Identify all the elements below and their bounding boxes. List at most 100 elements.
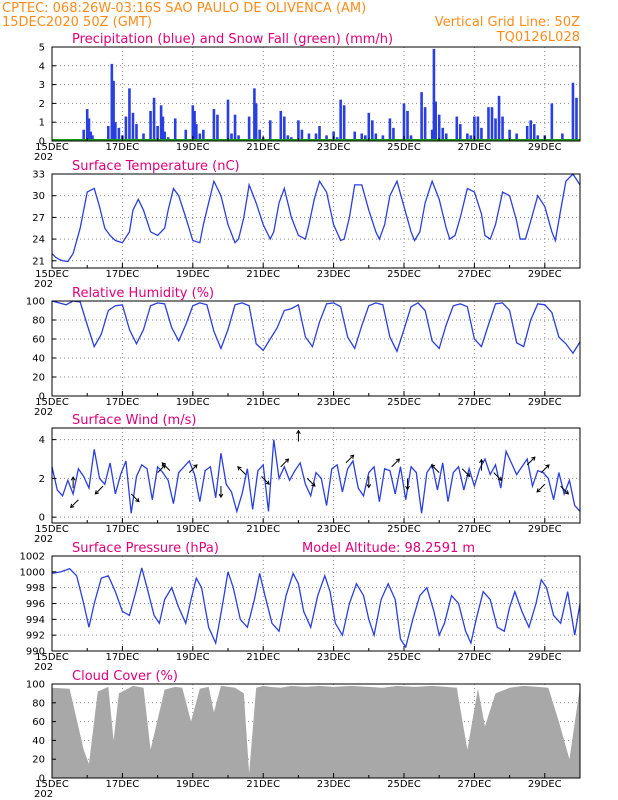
wind-arrow-head	[296, 429, 301, 434]
wind-arrow-head	[70, 476, 76, 481]
precip-bar	[374, 133, 378, 141]
y-tick-label: 0	[39, 137, 45, 148]
precip-bar	[406, 110, 409, 141]
header-grid-note: Vertical Grid Line: 50Z	[435, 15, 580, 30]
precip-bar	[420, 92, 423, 141]
wind-arrow-head	[349, 454, 355, 459]
precip-bar	[459, 124, 462, 141]
precip-bar	[117, 127, 121, 141]
panel-title: Surface Wind (m/s)	[72, 413, 196, 428]
panel-title: Cloud Cover (%)	[72, 669, 178, 684]
wind-arrow-head	[135, 497, 140, 503]
precip-bar	[193, 110, 196, 141]
wind-arrow	[130, 493, 140, 503]
precip-bar	[490, 107, 494, 141]
wind-arrow-head	[395, 458, 401, 463]
panel-wind: 0 2 4 15DEC 17DEC 19DEC 21DEC 23DEC 25DEC 27DEC 29…	[34, 413, 581, 545]
y-tick-label: 40	[32, 736, 45, 747]
wind-arrow	[366, 476, 372, 489]
precip-bar	[85, 109, 89, 141]
series-line	[51, 439, 581, 514]
header-code: TQ0126L028	[496, 30, 580, 45]
x-tick-label: 29DEC	[528, 269, 562, 280]
wind-arrow-head	[94, 490, 100, 495]
wind-arrow	[391, 458, 401, 468]
wind-arrow-shaft	[431, 464, 440, 473]
precip-bar	[156, 125, 159, 141]
x-axis-year-stub: 202	[34, 407, 53, 418]
x-tick-label: 29DEC	[528, 397, 562, 408]
y-tick-label: 27	[32, 213, 45, 224]
y-tick-label: 100	[26, 680, 45, 691]
precip-bar	[107, 125, 110, 141]
precip-bar	[494, 118, 497, 141]
y-tick-label: 5	[39, 43, 45, 54]
wind-arrow-shaft	[237, 466, 246, 475]
precip-bar	[216, 114, 219, 141]
wind-arrow-head	[405, 485, 410, 491]
precip-bar	[283, 116, 286, 141]
precip-bar	[297, 120, 300, 141]
precip-bar	[353, 131, 357, 141]
wind-arrow-shaft	[461, 468, 471, 477]
panel-frame	[51, 300, 581, 397]
precip-bar	[230, 133, 233, 141]
x-tick-label: 27DEC	[458, 269, 492, 280]
wind-arrow	[306, 478, 316, 487]
y-tick-label: 4	[39, 61, 45, 72]
precip-bar	[258, 129, 261, 141]
precip-bar	[237, 135, 240, 141]
x-tick-label: 23DEC	[317, 779, 351, 790]
precip-bar	[300, 129, 304, 141]
x-tick-label: 25DEC	[387, 142, 421, 153]
precip-bar	[112, 80, 115, 141]
precip-bar	[469, 135, 473, 141]
x-tick-label: 15DEC	[35, 779, 69, 790]
cloud-area	[52, 685, 580, 778]
x-tick-label: 25DEC	[387, 397, 421, 408]
precip-bar	[432, 48, 436, 141]
y-tick-label: 0	[39, 513, 45, 524]
wind-arrow-shaft	[157, 464, 166, 473]
x-tick-label: 19DEC	[176, 269, 210, 280]
wind-arrow-shaft	[493, 472, 502, 481]
precip-bar	[434, 101, 437, 141]
y-tick-label: 998	[26, 583, 45, 594]
panel-subtitle: Model Altitude: 98.2591 m	[302, 541, 475, 556]
x-tick-label: 23DEC	[317, 142, 351, 153]
panel-frame	[51, 427, 581, 524]
y-tick-label: 100	[26, 297, 45, 308]
wind-arrow-shaft	[560, 485, 569, 495]
x-tick-label: 21DEC	[246, 269, 280, 280]
wind-arrow	[161, 462, 171, 472]
wind-arrow-head	[497, 476, 503, 481]
x-tick-label: 21DEC	[246, 524, 280, 535]
precip-bar	[91, 135, 94, 141]
precip-bar	[226, 99, 230, 141]
y-tick-label: 40	[32, 354, 45, 365]
wind-arrow-shaft	[536, 483, 546, 493]
x-tick-label: 25DEC	[387, 652, 421, 663]
series-line	[51, 300, 581, 355]
precip-bar	[339, 99, 342, 141]
precip-bar	[476, 116, 480, 141]
precip-bar	[279, 110, 283, 141]
wind-arrow	[280, 458, 290, 468]
precip-bar	[253, 88, 256, 141]
y-tick-label: 0	[39, 774, 45, 785]
panel-temperature: 21 24 27 30 33 15DEC 17DEC 19DEC 21DEC 23DEC 25DEC…	[32, 159, 581, 290]
precip-bar	[360, 133, 364, 141]
precip-bar	[437, 114, 441, 141]
precip-bar	[163, 131, 166, 141]
y-tick-label: 20	[32, 373, 45, 384]
wind-arrow	[345, 454, 355, 464]
panel-frame	[51, 173, 581, 269]
x-tick-label: 17DEC	[106, 524, 140, 535]
wind-arrow-shaft	[306, 478, 316, 487]
x-tick-label: 15DEC	[35, 524, 69, 535]
wind-arrow-head	[311, 482, 316, 487]
wind-arrow-head	[531, 456, 536, 461]
x-tick-label: 21DEC	[246, 397, 280, 408]
precip-bar	[198, 133, 202, 141]
